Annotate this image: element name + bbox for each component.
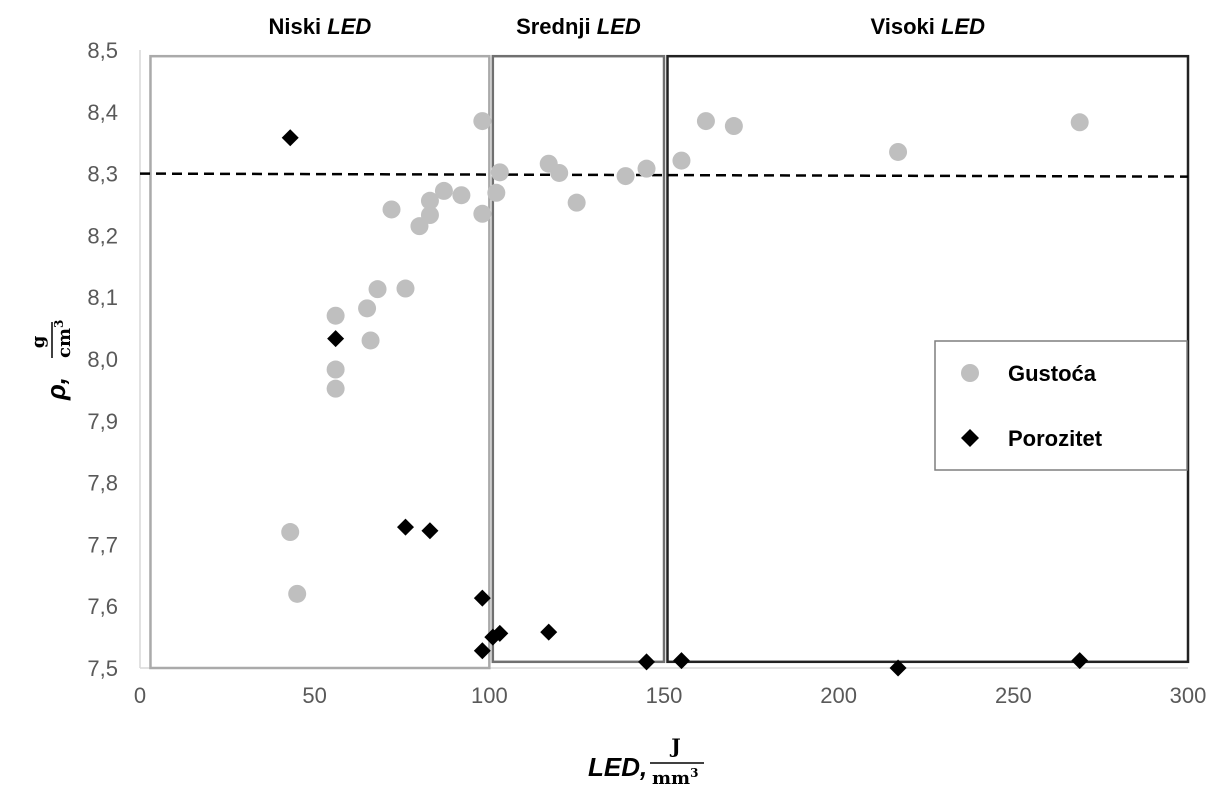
y-axis-unit-denominator: cm3: [52, 320, 75, 358]
y-tick-label: 7,7: [87, 532, 118, 557]
legend-label-porozitet: Porozitet: [1008, 426, 1103, 451]
y-axis-title: ρ, g cm3: [28, 320, 75, 401]
legend: Gustoća Porozitet: [934, 340, 1188, 471]
gustoca-point: [288, 584, 307, 603]
porozitet-point: [281, 129, 299, 147]
gustoca-point: [281, 523, 300, 542]
porozitet-point: [672, 652, 690, 670]
x-axis-unit-numerator: J: [669, 734, 680, 758]
gustoca-point: [637, 159, 656, 178]
gustoca-point: [420, 206, 439, 225]
porozitet-point: [396, 518, 414, 536]
y-tick-label: 7,9: [87, 409, 118, 434]
gustoca-point: [420, 191, 439, 210]
porozitet-point: [540, 623, 558, 641]
gustoca-point: [696, 112, 715, 131]
data-series: [281, 112, 1089, 677]
x-tick-label: 50: [302, 683, 326, 708]
y-tick-label: 7,6: [87, 594, 118, 619]
x-axis-title-prefix: LED,: [588, 752, 647, 782]
y-tick-label: 7,5: [87, 656, 118, 681]
gustoca-point: [1070, 113, 1089, 132]
region-label-led: LED: [327, 14, 371, 39]
y-tick-label: 8,1: [87, 285, 118, 310]
series-porozitet: [281, 129, 1089, 677]
region-label: Niski LED: [269, 14, 372, 39]
series-gustoca: [281, 112, 1089, 603]
y-tick-label: 8,3: [87, 162, 118, 187]
y-tick-label: 8,2: [87, 223, 118, 248]
gustoca-point: [361, 331, 380, 350]
porozitet-point: [491, 624, 509, 642]
region-box: [149, 54, 491, 670]
gustoca-point: [567, 193, 586, 212]
led-regions: Niski LED Srednji LED Visoki LED: [149, 14, 1190, 670]
gustoca-point: [368, 280, 387, 299]
y-axis-unit-numerator: g: [28, 335, 49, 348]
gustoca-point: [396, 279, 415, 298]
gustoca-point: [889, 142, 908, 161]
gustoca-point: [550, 163, 569, 182]
legend-label-gustoca: Gustoća: [1008, 361, 1097, 386]
x-tick-label: 100: [471, 683, 508, 708]
x-axis-title: LED, J mm3: [588, 734, 704, 787]
gustoca-point: [326, 360, 345, 379]
x-tick-labels: 0 50 100 150 200 250 300: [134, 683, 1206, 708]
y-tick-label: 7,8: [87, 471, 118, 496]
porozitet-point: [638, 653, 656, 671]
x-tick-label: 300: [1170, 683, 1207, 708]
region-label-word: Visoki: [870, 14, 941, 39]
porozitet-point: [473, 589, 491, 607]
gustoca-point: [358, 299, 377, 318]
y-axis-title-prefix: ρ,: [41, 377, 71, 401]
porozitet-point: [473, 642, 491, 660]
y-tick-label: 8,0: [87, 347, 118, 372]
gustoca-point: [452, 186, 471, 205]
reference-line: [139, 172, 1189, 178]
legend-marker-gustoca: [961, 364, 979, 382]
region-label: Visoki LED: [870, 14, 985, 39]
reference-line-8-3: [139, 172, 1189, 178]
gustoca-point: [490, 163, 509, 182]
gustoca-point: [724, 117, 743, 136]
gustoca-point: [672, 151, 691, 170]
x-tick-label: 150: [646, 683, 683, 708]
region-label-word: Srednji: [516, 14, 597, 39]
porozitet-point: [889, 659, 907, 677]
porozitet-point: [1071, 652, 1089, 670]
gustoca-point: [434, 181, 453, 200]
gustoca-point: [382, 200, 401, 219]
x-tick-label: 250: [995, 683, 1032, 708]
region-label-word: Niski: [269, 14, 328, 39]
x-tick-label: 0: [134, 683, 146, 708]
region-label-led: LED: [941, 14, 985, 39]
gustoca-point: [326, 379, 345, 398]
y-tick-labels: 7,5 7,6 7,7 7,8 7,9 8,0 8,1 8,2 8,3 8,4 8,5: [87, 38, 118, 681]
gustoca-point: [616, 167, 635, 186]
gustoca-point: [487, 183, 506, 202]
porozitet-point: [327, 330, 345, 348]
y-tick-label: 8,5: [87, 38, 118, 63]
legend-marker-porozitet: [961, 429, 979, 447]
legend-box: [934, 340, 1188, 471]
region-label-led: LED: [597, 14, 641, 39]
gustoca-point: [473, 112, 492, 131]
gustoca-point: [473, 204, 492, 223]
region-box: [491, 54, 666, 664]
x-tick-label: 200: [820, 683, 857, 708]
region-box: [666, 54, 1190, 664]
y-tick-label: 8,4: [87, 100, 118, 125]
porozitet-point: [421, 522, 439, 540]
x-axis-unit-denominator: mm3: [652, 766, 698, 787]
gustoca-point: [326, 306, 345, 325]
region-label: Srednji LED: [516, 14, 641, 39]
